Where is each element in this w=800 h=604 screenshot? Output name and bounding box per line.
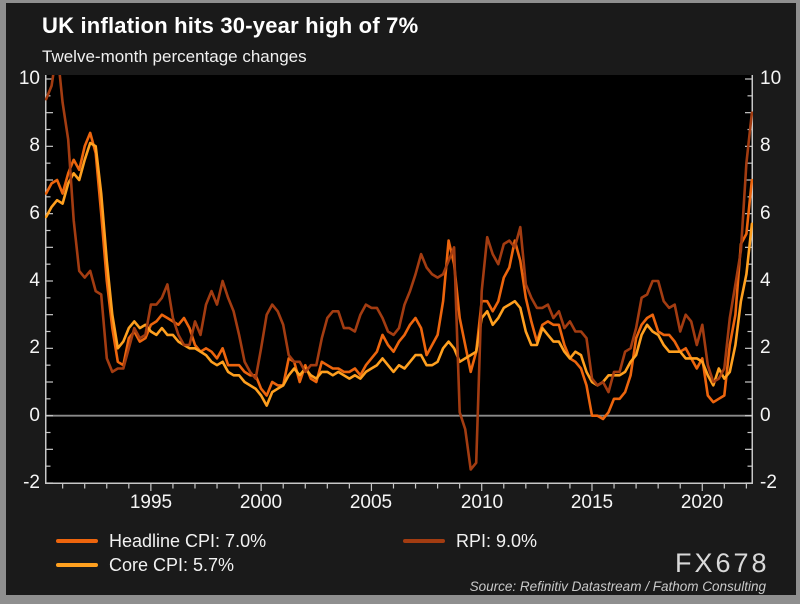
- y-tick-label-left: 6: [29, 203, 40, 224]
- y-tick-label-left: 4: [29, 270, 40, 291]
- x-tick-label: 2000: [239, 492, 283, 513]
- y-tick-label-left: 10: [18, 68, 40, 89]
- x-tick-label: 2005: [349, 492, 393, 513]
- y-tick-label-right: 6: [760, 203, 771, 224]
- y-tick-label-left: 2: [29, 337, 40, 358]
- y-tick-label-left: -2: [23, 472, 40, 493]
- legend-item-headline-cpi: Headline CPI: 7.0%: [56, 530, 266, 552]
- y-tick-label-right: 4: [760, 270, 771, 291]
- y-tick-label-left: 8: [29, 135, 40, 156]
- legend-item-rpi: RPI: 9.0%: [403, 530, 537, 552]
- y-tick-label-left: 0: [29, 405, 40, 426]
- headline-cpi-swatch: [56, 539, 98, 543]
- inflation-line-chart: [45, 75, 753, 484]
- y-tick-label-right: 2: [760, 337, 771, 358]
- source-attribution: Source: Refinitiv Datastream / Fathom Co…: [469, 579, 766, 594]
- x-tick-label: 2020: [680, 492, 724, 513]
- plot-area: [45, 75, 753, 484]
- chart-subtitle: Twelve-month percentage changes: [42, 47, 307, 66]
- rpi-line: [45, 75, 753, 471]
- legend-label-core-cpi: Core CPI: 5.7%: [109, 554, 235, 575]
- core-cpi-swatch: [56, 563, 98, 567]
- y-tick-label-right: 10: [760, 68, 782, 89]
- chart-title: UK inflation hits 30-year high of 7%: [42, 13, 419, 38]
- fx678-watermark: FX678: [675, 548, 770, 578]
- x-tick-label: 2010: [460, 492, 504, 513]
- x-axis-ticks: [62, 484, 747, 491]
- legend-item-core-cpi: Core CPI: 5.7%: [56, 554, 234, 576]
- legend-label-headline-cpi: Headline CPI: 7.0%: [109, 530, 267, 551]
- x-tick-label: 2015: [570, 492, 614, 513]
- x-tick-label: 1995: [129, 492, 173, 513]
- y-tick-label-right: -2: [760, 472, 777, 493]
- headline-cpi-line: [45, 131, 753, 421]
- rpi-swatch: [403, 539, 445, 543]
- y-tick-label-right: 0: [760, 405, 771, 426]
- y-tick-label-right: 8: [760, 135, 771, 156]
- legend-label-rpi: RPI: 9.0%: [456, 530, 538, 551]
- core-cpi-line: [45, 141, 753, 407]
